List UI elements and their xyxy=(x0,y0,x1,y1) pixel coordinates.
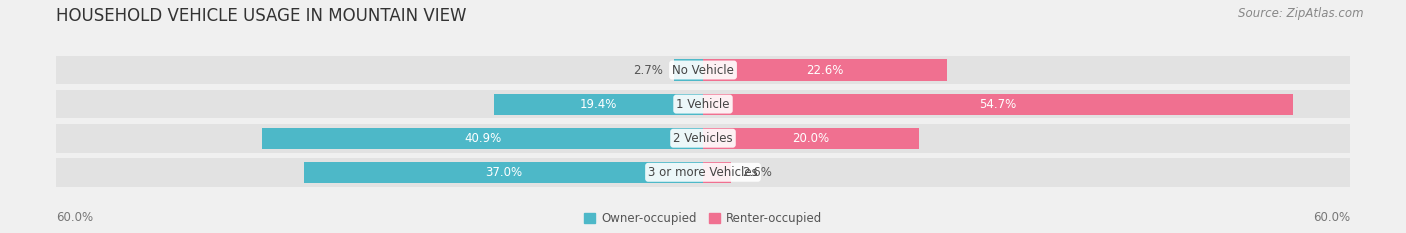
Bar xyxy=(56,90,1350,118)
Bar xyxy=(673,59,703,81)
Bar xyxy=(56,124,1350,153)
Text: 1 Vehicle: 1 Vehicle xyxy=(676,98,730,111)
Text: 2.7%: 2.7% xyxy=(633,64,664,76)
Bar xyxy=(56,158,1350,187)
Text: 40.9%: 40.9% xyxy=(464,132,501,145)
Bar xyxy=(703,128,918,149)
Bar xyxy=(494,93,703,115)
Text: 2.6%: 2.6% xyxy=(742,166,772,179)
Text: 2 Vehicles: 2 Vehicles xyxy=(673,132,733,145)
Text: 20.0%: 20.0% xyxy=(792,132,830,145)
Text: 37.0%: 37.0% xyxy=(485,166,522,179)
Text: HOUSEHOLD VEHICLE USAGE IN MOUNTAIN VIEW: HOUSEHOLD VEHICLE USAGE IN MOUNTAIN VIEW xyxy=(56,7,467,25)
Text: 22.6%: 22.6% xyxy=(806,64,844,76)
Text: Source: ZipAtlas.com: Source: ZipAtlas.com xyxy=(1239,7,1364,20)
Bar xyxy=(703,93,1292,115)
Bar xyxy=(703,59,946,81)
Text: 60.0%: 60.0% xyxy=(56,211,93,224)
Text: 3 or more Vehicles: 3 or more Vehicles xyxy=(648,166,758,179)
Text: 19.4%: 19.4% xyxy=(579,98,617,111)
Text: 54.7%: 54.7% xyxy=(979,98,1017,111)
Text: 60.0%: 60.0% xyxy=(1313,211,1350,224)
Bar xyxy=(703,162,731,183)
Bar xyxy=(304,162,703,183)
Text: No Vehicle: No Vehicle xyxy=(672,64,734,76)
Legend: Owner-occupied, Renter-occupied: Owner-occupied, Renter-occupied xyxy=(583,212,823,225)
Bar xyxy=(262,128,703,149)
Bar xyxy=(56,56,1350,84)
